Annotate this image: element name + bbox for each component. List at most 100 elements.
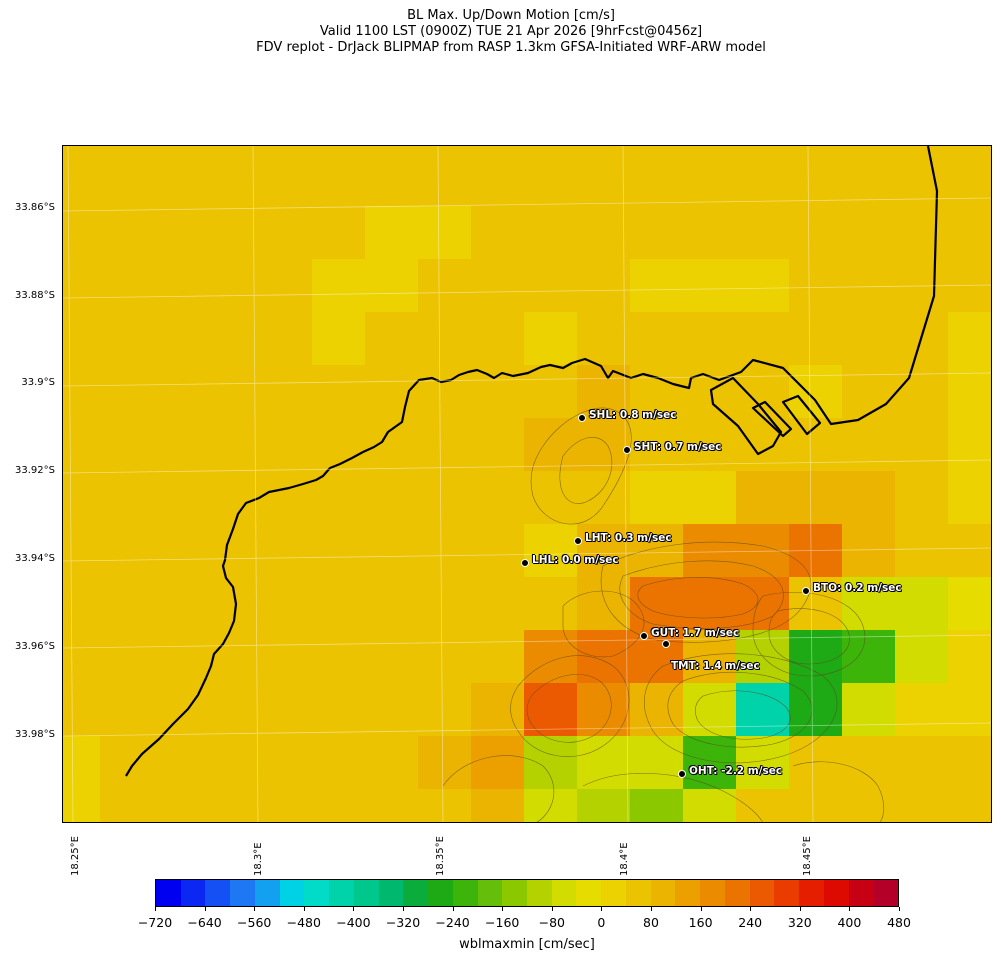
grid-cell xyxy=(418,789,472,822)
grid-cell xyxy=(418,736,472,790)
colorbar-swatch xyxy=(329,880,354,906)
grid-cell xyxy=(365,365,419,419)
grid-cell xyxy=(206,153,260,207)
grid-cell xyxy=(365,418,419,472)
colorbar-swatch xyxy=(700,880,725,906)
grid-cell xyxy=(365,471,419,525)
grid-cell xyxy=(524,577,578,631)
grid-cell xyxy=(63,418,101,472)
grid-cell xyxy=(100,577,154,631)
title-line-2: Valid 1100 LST (0900Z) TUE 21 Apr 2026 [… xyxy=(319,24,703,39)
grid-cell xyxy=(630,206,684,260)
grid-cell xyxy=(842,153,896,207)
grid-cell xyxy=(577,312,631,366)
colorbar-swatch xyxy=(403,880,429,906)
grid-cell xyxy=(895,418,949,472)
station-label-tmt: TMT: 1.4 m/sec xyxy=(671,660,760,672)
colorbar-tick-mark xyxy=(254,907,255,911)
grid-cell xyxy=(736,259,790,313)
grid-cell xyxy=(577,418,631,472)
grid-cell xyxy=(842,312,896,366)
grid-cell xyxy=(100,471,154,525)
grid-cell xyxy=(259,789,313,822)
lat-tick-label: 33.96°S xyxy=(15,641,55,652)
grid-cell xyxy=(153,630,207,684)
grid-cell xyxy=(789,312,843,366)
grid-cell xyxy=(471,206,525,260)
grid-cell xyxy=(63,312,101,366)
colorbar-swatch xyxy=(502,880,528,906)
grid-cell xyxy=(789,736,843,790)
grid-cell xyxy=(630,524,684,578)
grid-cell xyxy=(153,312,207,366)
grid-cell xyxy=(259,683,313,737)
station-marker-lht xyxy=(574,537,582,545)
colorbar-tick-label: −240 xyxy=(435,915,470,930)
grid-cell xyxy=(895,736,949,790)
grid-cell xyxy=(100,365,154,419)
grid-cell xyxy=(789,471,843,525)
colorbar-swatch xyxy=(799,880,824,906)
grid-cell xyxy=(418,683,472,737)
grid-cell xyxy=(153,577,207,631)
grid-cell xyxy=(577,683,631,737)
colorbar-tick-mark xyxy=(304,907,305,911)
colorbar-tick-mark xyxy=(800,907,801,911)
lon-tick-label: 18.3°E xyxy=(253,842,264,876)
grid-cell xyxy=(153,524,207,578)
grid-cell xyxy=(153,206,207,260)
grid-cell xyxy=(842,630,896,684)
lat-tick-label: 33.88°S xyxy=(15,290,55,301)
grid-cell xyxy=(630,789,684,822)
grid-cell xyxy=(471,524,525,578)
title-line-3: FDV replot - DrJack BLIPMAP from RASP 1.… xyxy=(256,40,766,55)
grid-cell xyxy=(63,524,101,578)
grid-cell xyxy=(206,365,260,419)
station-marker-lhl xyxy=(521,559,529,567)
colorbar xyxy=(155,879,899,907)
grid-cell xyxy=(418,312,472,366)
grid-cell xyxy=(259,630,313,684)
grid-cell xyxy=(63,471,101,525)
grid-cell xyxy=(948,471,991,525)
colorbar-tick-mark xyxy=(601,907,602,911)
grid-cell xyxy=(312,153,366,207)
grid-cell xyxy=(312,418,366,472)
grid-cell xyxy=(100,312,154,366)
colorbar-tick-label: −400 xyxy=(336,915,371,930)
grid-cell xyxy=(895,153,949,207)
colorbar-tick-label: −320 xyxy=(385,915,421,930)
grid-cell xyxy=(683,630,737,684)
grid-cell xyxy=(365,153,419,207)
grid-cell xyxy=(206,259,260,313)
grid-cell xyxy=(206,524,260,578)
grid-cell xyxy=(365,789,419,822)
coastline xyxy=(125,146,939,777)
grid-cell xyxy=(577,259,631,313)
grid-cell xyxy=(524,736,578,790)
grid-cell xyxy=(63,365,101,419)
grid-cell xyxy=(630,312,684,366)
grid-cell xyxy=(736,683,790,737)
grid-cell xyxy=(948,630,991,684)
colorbar-swatch xyxy=(675,880,701,906)
grid-cell xyxy=(948,577,991,631)
grid-cell xyxy=(63,259,101,313)
grid-cell xyxy=(259,365,313,419)
lon-tick-label: 18.25°E xyxy=(70,836,81,876)
grid-cell xyxy=(259,471,313,525)
station-markers xyxy=(521,414,810,778)
colorbar-swatch xyxy=(625,880,651,906)
grid-cell xyxy=(206,736,260,790)
grid-cell xyxy=(736,418,790,472)
grid-cell xyxy=(259,206,313,260)
grid-cell xyxy=(418,577,472,631)
grid-cell xyxy=(683,789,737,822)
colorbar-tick-label: −720 xyxy=(137,915,173,930)
colorbar-tick-label: 0 xyxy=(597,915,606,930)
grid-cell xyxy=(100,524,154,578)
grid-cell xyxy=(471,418,525,472)
grid-cell xyxy=(736,524,790,578)
colorbar-swatch xyxy=(873,880,899,906)
grid-cell xyxy=(259,736,313,790)
